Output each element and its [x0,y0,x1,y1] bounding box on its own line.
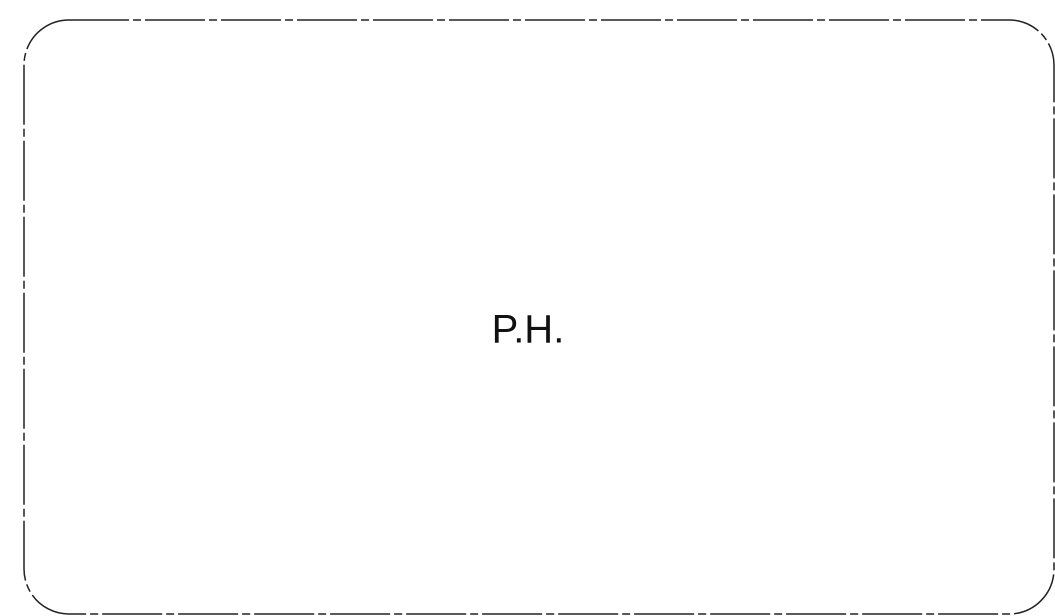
card-outline [23,19,1055,615]
card-label: P.H. [492,308,565,352]
